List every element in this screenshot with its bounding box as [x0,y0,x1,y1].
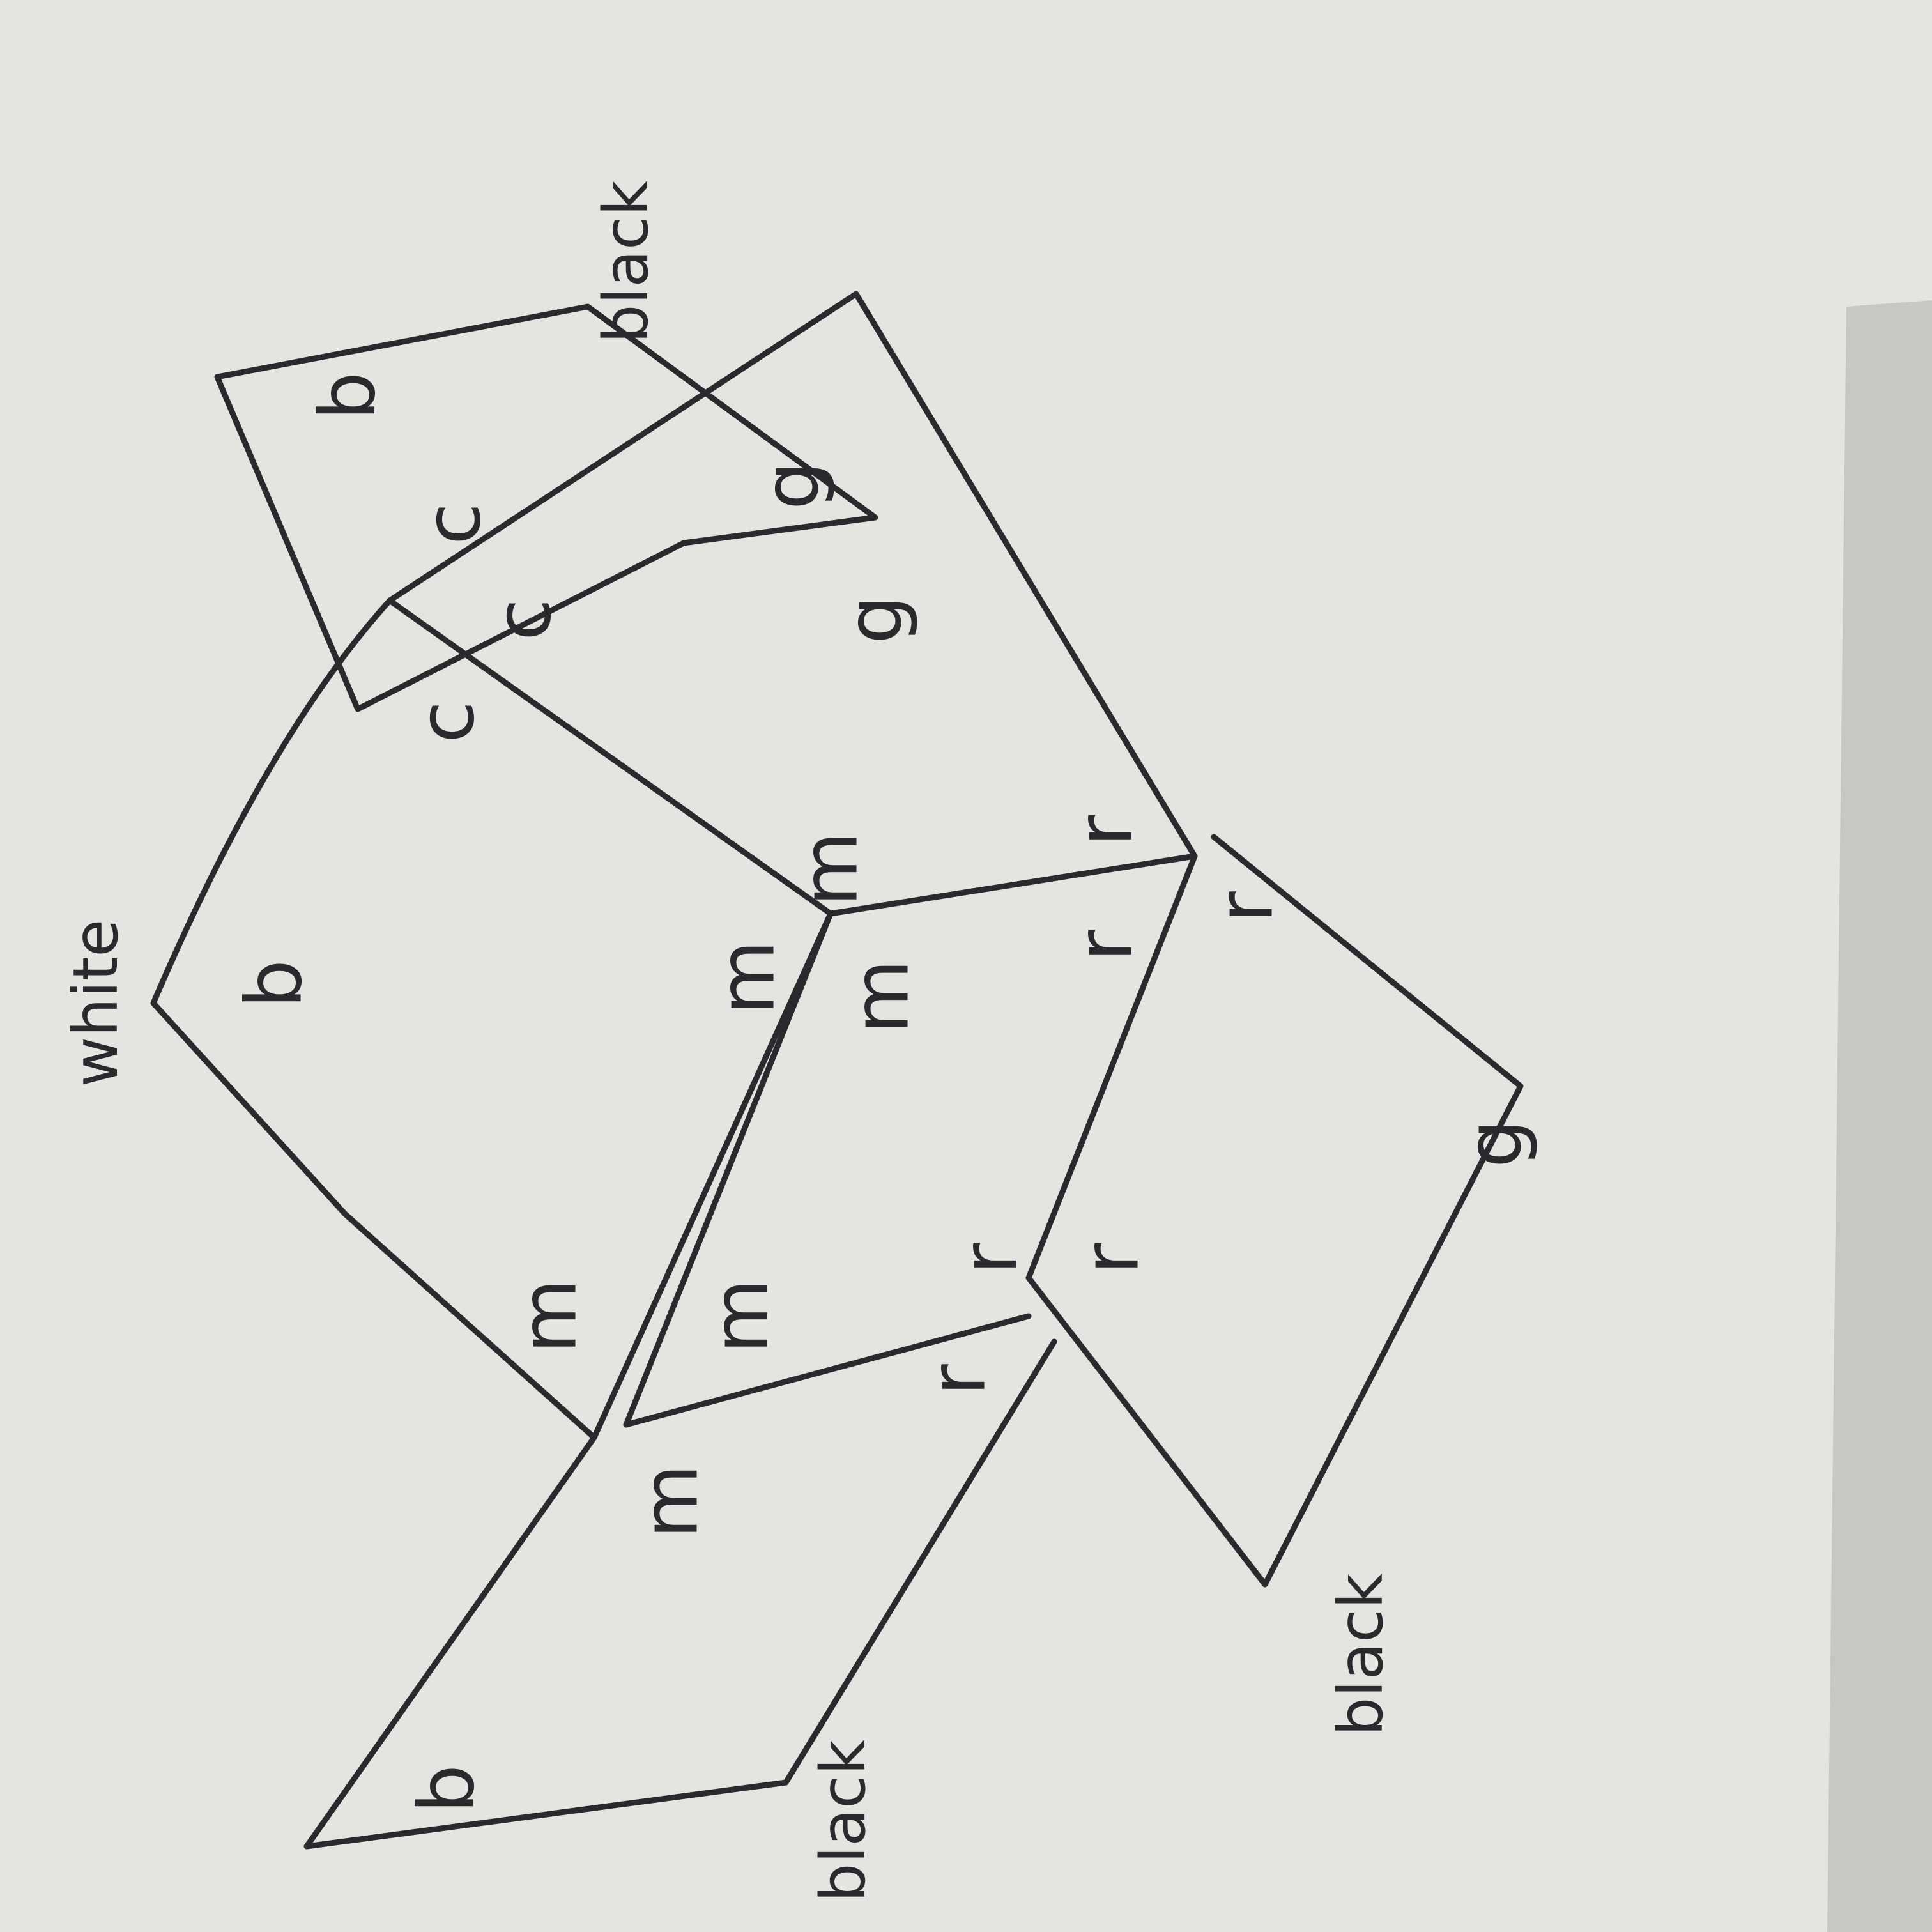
bottom-face [303,1338,1057,1850]
label-l24: black [808,1739,879,1902]
label-l20: r [1068,1243,1156,1275]
label-l8: r [1061,815,1150,847]
middle-face-right-edge [1025,853,1198,1281]
label-l14: m [838,960,926,1034]
left-face-outline [150,597,834,1441]
label-l7: c [403,701,492,743]
label-l1: b [304,372,393,420]
label-l2: black [590,180,662,343]
label-l22: m [627,1464,716,1539]
label-l3: c [410,503,498,545]
label-l19: r [946,1243,1035,1275]
label-l21: r [914,1364,1003,1396]
label-l23: b [403,1765,492,1813]
label-l25: black [1325,1573,1397,1736]
left-face [150,597,834,1441]
label-l13: m [703,940,792,1015]
label-l18: m [697,1279,786,1354]
label-l10: r [1202,891,1291,923]
label-l11: white [60,919,132,1087]
label-l17: m [505,1279,594,1354]
right-face-outline [1025,834,1524,1588]
label-l4: g [748,461,837,510]
right-face [1025,834,1524,1588]
bottom-face-outline [303,1338,1057,1850]
middle-face [387,291,1198,1428]
top-face [214,303,878,712]
paper-shadow [1827,300,1932,1932]
middle-face-left-edge [623,910,834,1428]
label-l16: g [1451,1119,1540,1168]
label-l12: b [231,960,319,1008]
face-labels: b black c g c g c r m r white b m m r g … [60,180,1540,1902]
middle-face-bottom-edge [623,1313,1032,1428]
label-l5: c [480,599,569,641]
middle-upper-outline [387,291,1198,917]
label-l6: g [831,595,920,644]
top-face-outline [214,303,878,712]
label-l15: r [1061,930,1150,962]
label-l9: m [786,832,875,907]
